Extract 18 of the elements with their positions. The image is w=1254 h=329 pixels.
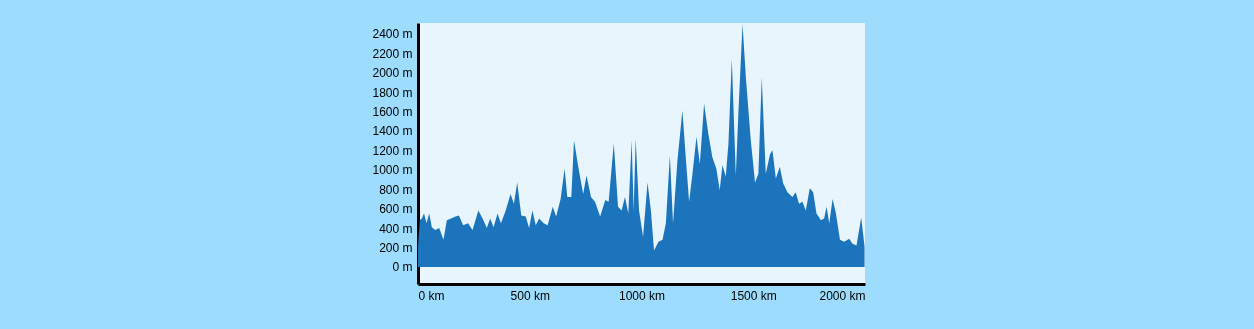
y-tick-label: 1800 m: [372, 85, 413, 100]
y-tick-label: 1600 m: [372, 104, 413, 119]
x-tick-label: 1500 km: [730, 288, 777, 303]
y-tick-label: 2200 m: [372, 46, 413, 61]
y-tick-label: 600 m: [379, 202, 413, 217]
x-tick-label: 0 km: [418, 288, 445, 303]
y-tick-label: 0 m: [392, 260, 413, 275]
y-tick-label: 2400 m: [372, 27, 413, 42]
y-tick-label: 200 m: [379, 241, 413, 256]
y-tick-label: 1200 m: [372, 143, 413, 158]
y-tick-label: 1400 m: [372, 124, 413, 139]
x-tick-label: 1000 km: [618, 288, 666, 303]
x-tick-label: 500 km: [510, 288, 550, 303]
x-tick-label: 2000 km: [819, 288, 866, 303]
y-tick-label: 1000 m: [372, 163, 413, 178]
y-tick-label: 2000 m: [372, 66, 413, 81]
y-tick-label: 800 m: [379, 182, 413, 197]
y-tick-label: 400 m: [379, 221, 413, 236]
